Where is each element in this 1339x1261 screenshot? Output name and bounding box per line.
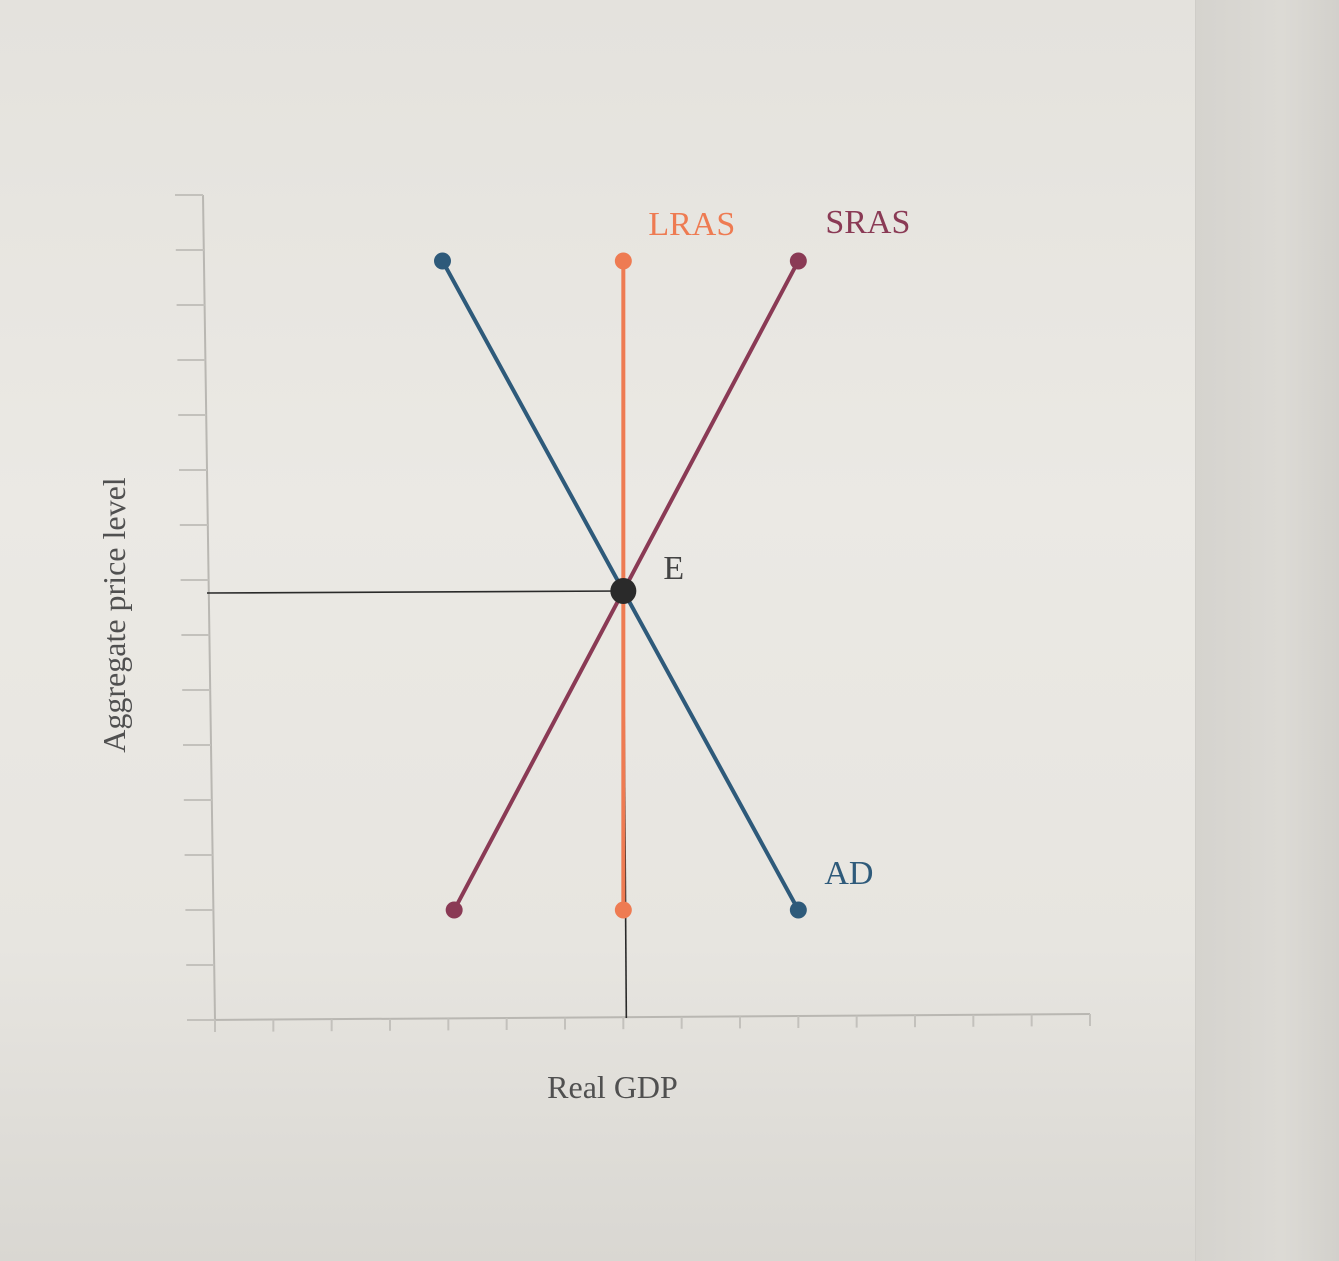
endpoint-markers	[434, 252, 807, 919]
equilibrium-label: E	[663, 550, 684, 587]
sras-label: SRAS	[825, 204, 910, 241]
x-axis	[206, 1013, 1091, 1021]
y-axis-label: Aggregate price level	[96, 477, 132, 753]
monitor-bezel	[1195, 0, 1339, 1261]
chart-labels: AD LRAS SRAS E Real GDP Aggregate price level	[96, 204, 910, 1105]
sras-point-0	[445, 901, 463, 919]
ad-point-0	[434, 252, 451, 270]
equilibrium-guides	[206, 590, 628, 1019]
lras-point-1	[614, 901, 632, 919]
lras-label: LRAS	[648, 206, 735, 243]
equilibrium-point	[610, 578, 637, 604]
y-axis	[202, 194, 216, 1021]
equilibrium-horizontal-guide	[206, 590, 624, 594]
lras-point-0	[614, 252, 632, 270]
ad-as-chart: AD LRAS SRAS E Real GDP Aggregate price level	[96, 194, 1091, 1105]
ad-point-1	[789, 901, 807, 919]
ad-label: AD	[824, 855, 873, 892]
axes	[175, 194, 1091, 1032]
screen-background	[0, 0, 1195, 1261]
sras-point-1	[789, 252, 807, 270]
x-axis-label: Real GDP	[547, 1069, 678, 1105]
